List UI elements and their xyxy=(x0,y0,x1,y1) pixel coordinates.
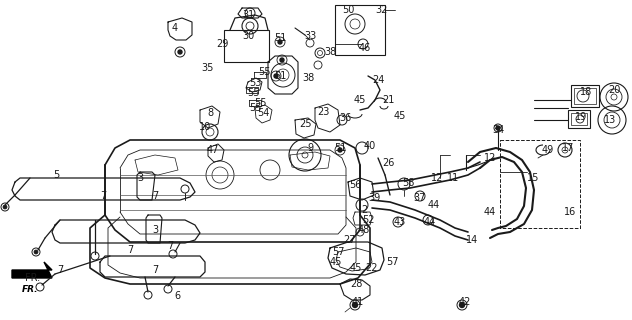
Text: 27: 27 xyxy=(344,235,356,245)
Text: 38: 38 xyxy=(302,73,314,83)
Text: 16: 16 xyxy=(564,207,576,217)
Text: 55: 55 xyxy=(254,98,266,108)
Bar xyxy=(568,110,590,128)
Text: 22: 22 xyxy=(366,263,378,273)
Text: 51: 51 xyxy=(274,33,286,43)
Text: 20: 20 xyxy=(608,85,620,95)
Text: 46: 46 xyxy=(359,43,371,53)
Text: 55: 55 xyxy=(249,103,261,113)
Text: 6: 6 xyxy=(174,291,180,301)
Text: 41: 41 xyxy=(352,297,364,307)
Text: 7: 7 xyxy=(100,191,106,201)
Text: 49: 49 xyxy=(542,145,554,155)
Text: 5: 5 xyxy=(53,170,59,180)
Text: 19: 19 xyxy=(575,112,587,122)
Text: 51: 51 xyxy=(274,71,286,81)
Text: 13: 13 xyxy=(604,115,616,125)
Text: 57: 57 xyxy=(386,257,398,267)
Text: 3: 3 xyxy=(137,173,143,183)
Text: 12: 12 xyxy=(484,153,496,163)
Text: 55: 55 xyxy=(246,88,259,98)
Text: 23: 23 xyxy=(317,107,329,117)
Text: 42: 42 xyxy=(459,297,471,307)
Circle shape xyxy=(338,148,342,152)
Text: 30: 30 xyxy=(242,31,254,41)
Text: 7: 7 xyxy=(127,245,133,255)
Text: 38: 38 xyxy=(324,47,336,57)
Text: 43: 43 xyxy=(394,217,406,227)
Text: 29: 29 xyxy=(216,39,228,49)
Text: 45: 45 xyxy=(394,111,406,121)
Text: 4: 4 xyxy=(172,23,178,33)
Text: 17: 17 xyxy=(562,143,574,153)
Text: 35: 35 xyxy=(201,63,213,73)
Text: 15: 15 xyxy=(527,173,539,183)
Text: 25: 25 xyxy=(299,119,311,129)
Text: 34: 34 xyxy=(492,125,504,135)
Text: 9: 9 xyxy=(307,143,313,153)
Text: 21: 21 xyxy=(382,95,394,105)
Text: 47: 47 xyxy=(207,145,219,155)
Text: 45: 45 xyxy=(350,263,362,273)
Text: 33: 33 xyxy=(304,31,316,41)
Text: 53: 53 xyxy=(249,78,261,88)
Text: 44: 44 xyxy=(424,217,436,227)
Circle shape xyxy=(459,302,465,308)
Text: 32: 32 xyxy=(376,5,388,15)
Text: 56: 56 xyxy=(349,180,361,190)
Text: 57: 57 xyxy=(332,247,344,257)
Text: 44: 44 xyxy=(484,207,496,217)
Text: 31: 31 xyxy=(242,10,254,20)
Text: 48: 48 xyxy=(358,225,370,235)
Text: 7: 7 xyxy=(167,241,173,251)
Text: 55: 55 xyxy=(258,67,270,77)
Text: 8: 8 xyxy=(207,108,213,118)
Text: FR.: FR. xyxy=(21,285,39,294)
Text: 11: 11 xyxy=(447,173,459,183)
Bar xyxy=(500,140,580,228)
Text: 2: 2 xyxy=(361,205,367,215)
Text: 52: 52 xyxy=(362,215,374,225)
Text: 14: 14 xyxy=(466,235,478,245)
Bar xyxy=(224,30,269,62)
Text: 24: 24 xyxy=(372,75,384,85)
Circle shape xyxy=(3,205,7,209)
Text: FR.: FR. xyxy=(25,273,40,283)
Bar xyxy=(335,5,385,55)
Text: 50: 50 xyxy=(342,5,354,15)
Text: 28: 28 xyxy=(350,279,362,289)
Polygon shape xyxy=(12,262,52,278)
Text: 3: 3 xyxy=(152,225,158,235)
Text: 54: 54 xyxy=(257,108,269,118)
Bar xyxy=(574,88,596,104)
Text: 37: 37 xyxy=(414,193,426,203)
Text: 7: 7 xyxy=(152,265,158,275)
Text: 7: 7 xyxy=(152,191,158,201)
Circle shape xyxy=(274,74,278,78)
Bar xyxy=(571,85,599,107)
Circle shape xyxy=(278,40,282,44)
Text: 58: 58 xyxy=(402,178,414,188)
Circle shape xyxy=(353,302,358,308)
Text: 12: 12 xyxy=(431,173,443,183)
Bar xyxy=(571,113,587,125)
Text: 18: 18 xyxy=(580,87,592,97)
Text: 44: 44 xyxy=(428,200,440,210)
Text: 45: 45 xyxy=(354,95,366,105)
Text: 39: 39 xyxy=(368,193,380,203)
Circle shape xyxy=(34,250,38,254)
Text: 40: 40 xyxy=(364,141,376,151)
Circle shape xyxy=(496,126,500,130)
Text: 7: 7 xyxy=(57,265,63,275)
Text: 26: 26 xyxy=(382,158,394,168)
Text: 51: 51 xyxy=(334,143,346,153)
Text: 45: 45 xyxy=(330,257,342,267)
Text: 10: 10 xyxy=(199,122,211,132)
Circle shape xyxy=(280,58,284,62)
Circle shape xyxy=(178,50,182,54)
Text: 36: 36 xyxy=(339,113,351,123)
